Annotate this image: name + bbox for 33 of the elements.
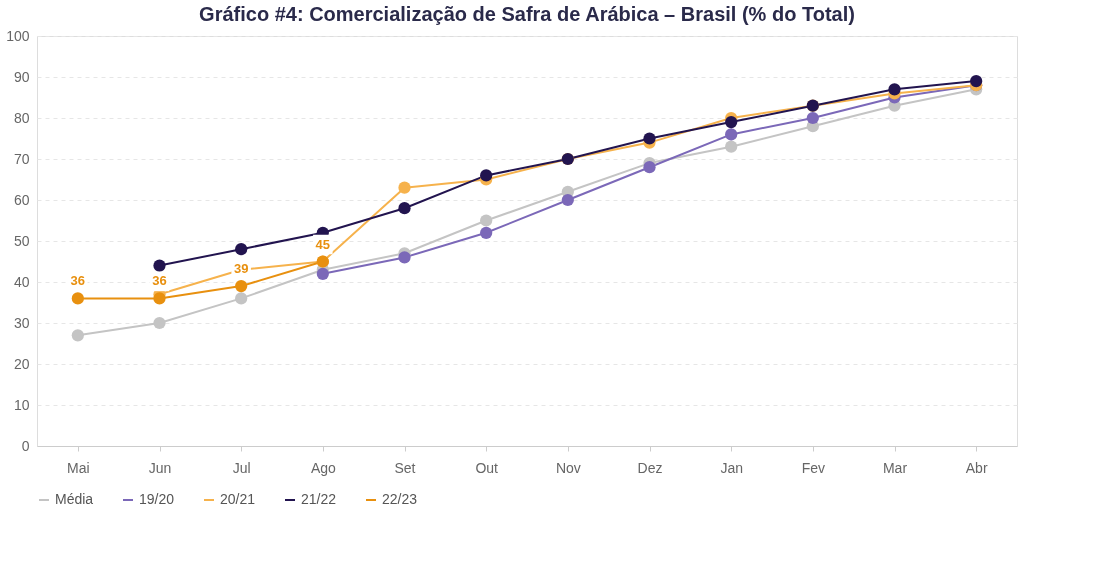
x-tick-label: Mar: [882, 459, 908, 476]
x-tick-label: Ago: [310, 459, 336, 476]
y-tick-label: 0: [21, 437, 30, 454]
x-tick-label: Set: [394, 459, 416, 476]
x-tick-label: Out: [475, 459, 499, 476]
y-tick-label: 10: [13, 396, 30, 413]
x-tick-label: Jan: [720, 459, 743, 476]
data-label: 39: [233, 261, 249, 277]
x-tick-label: Jun: [148, 459, 172, 476]
legend-label: Média: [55, 491, 94, 507]
legend-label: 21/22: [301, 491, 337, 507]
data-label: 36: [70, 273, 86, 289]
data-label: 36: [152, 273, 167, 289]
y-tick-label: 80: [13, 109, 30, 126]
legend-label: 22/23: [382, 491, 418, 507]
y-tick-label: 70: [13, 150, 30, 167]
legend-label: 20/21: [220, 491, 256, 507]
y-tick-label: 90: [13, 68, 30, 85]
x-tick-label: Jul: [232, 459, 251, 476]
data-label: 45: [315, 236, 331, 252]
y-tick-label: 20: [13, 355, 30, 372]
y-tick-label: 100: [6, 27, 30, 44]
y-tick-label: 50: [13, 232, 30, 249]
legend-label: 19/20: [139, 491, 175, 507]
y-tick-label: 40: [13, 273, 30, 290]
x-tick-label: Fev: [801, 459, 826, 476]
x-tick-label: Nov: [555, 459, 581, 476]
x-tick-label: Dez: [637, 459, 663, 476]
y-tick-label: 30: [13, 314, 30, 331]
x-tick-label: Abr: [965, 459, 988, 476]
y-tick-label: 60: [13, 191, 30, 208]
chart-title: Gráfico #4: Comercialização de Safra de Arábica – Brasil (% do Total): [199, 3, 855, 25]
x-tick-label: Mai: [67, 459, 90, 476]
